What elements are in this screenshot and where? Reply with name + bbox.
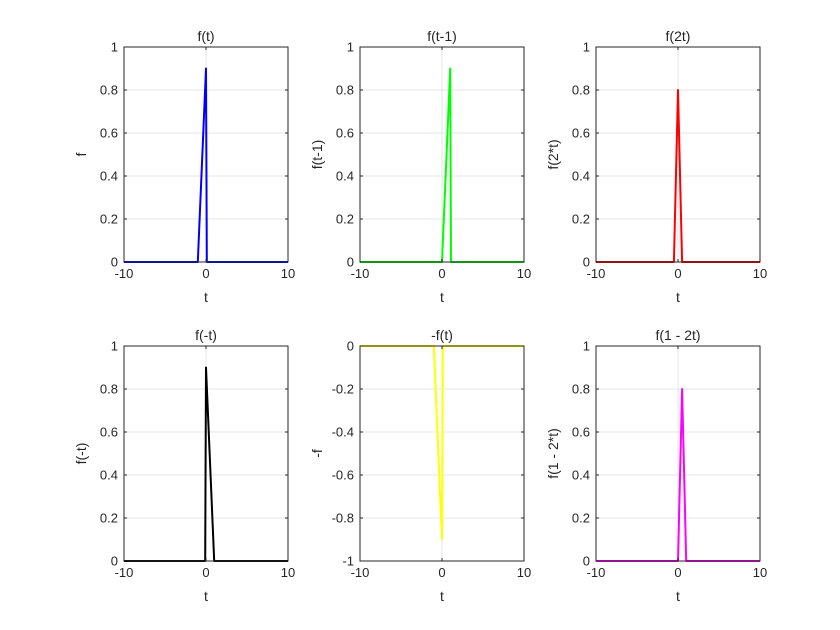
x-tick-label: 10	[753, 565, 767, 580]
x-axis-label: t	[676, 289, 680, 305]
y-tick-label: 0.8	[572, 382, 590, 397]
x-tick-label: 10	[281, 266, 295, 281]
subplot-title: f(t-1)	[427, 28, 457, 44]
y-tick-label: 0	[111, 255, 118, 270]
y-tick-label: 0.4	[572, 468, 590, 483]
x-tick-label: -10	[351, 266, 370, 281]
x-tick-label: 0	[202, 266, 209, 281]
y-tick-label: 0.4	[100, 468, 118, 483]
y-tick-label: 0.6	[572, 126, 590, 141]
y-axis-label: f(1 - 2*t)	[545, 428, 561, 479]
y-axis-label: f	[73, 152, 89, 156]
y-tick-label: 0.4	[336, 169, 354, 184]
y-axis-label: f(-t)	[73, 443, 89, 465]
y-tick-label: 0	[347, 339, 354, 354]
y-axis-label: -f	[309, 449, 325, 458]
y-tick-label: -0.8	[332, 511, 354, 526]
y-tick-label: 0.8	[336, 83, 354, 98]
y-tick-label: 0.2	[100, 212, 118, 227]
y-tick-label: 0.8	[572, 83, 590, 98]
subplot-title: f(2t)	[666, 28, 691, 44]
y-tick-label: 0.2	[572, 511, 590, 526]
y-tick-label: 1	[583, 40, 590, 55]
x-tick-label: 0	[438, 266, 445, 281]
x-axis-label: t	[440, 289, 444, 305]
y-tick-label: -1	[342, 554, 354, 569]
x-axis-label: t	[440, 588, 444, 604]
x-tick-label: -10	[115, 266, 134, 281]
subplot-title: f(1 - 2t)	[655, 327, 700, 343]
y-tick-label: 0.8	[100, 382, 118, 397]
x-tick-label: 10	[753, 266, 767, 281]
y-axis-label: f(2*t)	[545, 139, 561, 169]
y-tick-label: 0.6	[336, 126, 354, 141]
y-tick-label: -0.2	[332, 382, 354, 397]
y-tick-label: 0.6	[100, 425, 118, 440]
x-tick-label: -10	[351, 565, 370, 580]
y-tick-label: 0.4	[572, 169, 590, 184]
y-tick-label: 1	[583, 339, 590, 354]
x-axis-label: t	[204, 289, 208, 305]
y-tick-label: 1	[111, 40, 118, 55]
y-tick-label: 0.6	[100, 126, 118, 141]
y-tick-label: -0.4	[332, 425, 354, 440]
y-tick-label: 0	[583, 255, 590, 270]
y-tick-label: 1	[111, 339, 118, 354]
x-tick-label: 10	[517, 266, 531, 281]
x-tick-label: 0	[202, 565, 209, 580]
subplot-title: -f(t)	[431, 327, 453, 343]
y-tick-label: 1	[347, 40, 354, 55]
y-tick-label: 0.2	[572, 212, 590, 227]
subplot-5: -10 0 10 -1 -0.8 -0.6 -0.4 -0.2 0 -f(t) t -f	[309, 327, 531, 604]
x-tick-label: 0	[438, 565, 445, 580]
y-tick-label: 0	[111, 554, 118, 569]
subplot-title: f(t)	[197, 28, 214, 44]
y-tick-label: 0	[347, 255, 354, 270]
y-tick-label: -0.6	[332, 468, 354, 483]
y-axis-label: f(t-1)	[309, 140, 325, 170]
x-tick-label: -10	[587, 565, 606, 580]
y-tick-label: 0.4	[100, 169, 118, 184]
y-tick-label: 0.2	[100, 511, 118, 526]
x-tick-label: 0	[674, 565, 681, 580]
x-axis-label: t	[676, 588, 680, 604]
x-tick-label: 0	[674, 266, 681, 281]
x-tick-label: 10	[281, 565, 295, 580]
x-tick-label: 10	[517, 565, 531, 580]
y-tick-label: 0.6	[572, 425, 590, 440]
y-tick-label: 0.8	[100, 83, 118, 98]
y-tick-label: 0.2	[336, 212, 354, 227]
subplot-title: f(-t)	[195, 327, 217, 343]
y-tick-label: 0	[583, 554, 590, 569]
x-tick-label: -10	[587, 266, 606, 281]
x-axis-label: t	[204, 588, 208, 604]
x-tick-label: -10	[115, 565, 134, 580]
